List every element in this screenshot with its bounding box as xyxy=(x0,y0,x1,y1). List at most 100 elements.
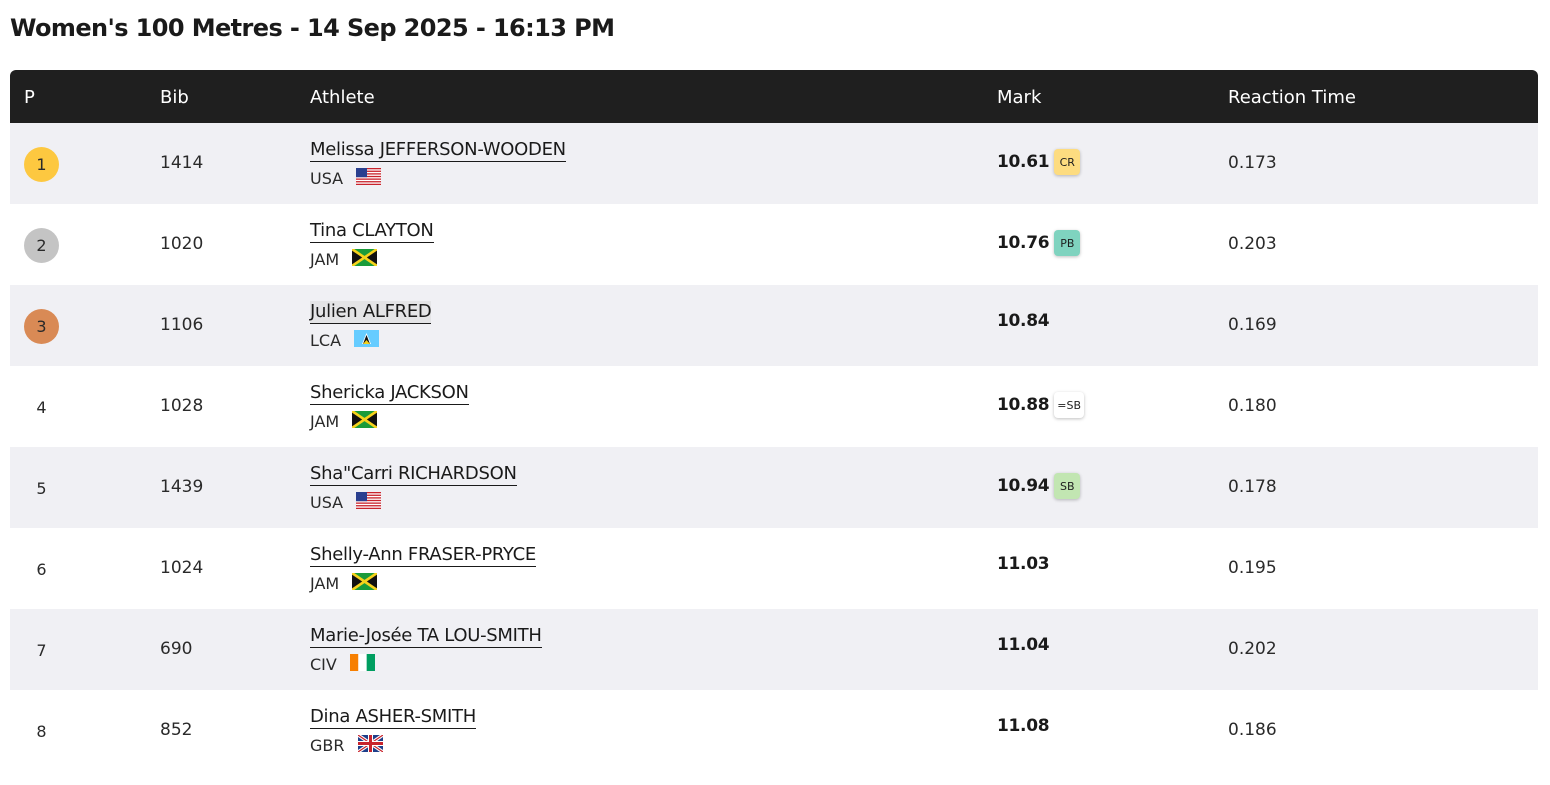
reaction-time: 0.178 xyxy=(1228,477,1277,497)
table-row: 7 690 Marie-Josée TA LOU-SMITH CIV 11.04 0.20… xyxy=(10,609,1538,690)
saint-lucia-flag-icon xyxy=(354,329,380,351)
header-mark: Mark xyxy=(997,87,1042,108)
mark-cell: 11.08 xyxy=(997,716,1050,736)
mark-cell: 10.94 SB xyxy=(997,473,1081,499)
athlete-cell: Tina CLAYTON JAM xyxy=(310,220,434,269)
usa-flag-icon xyxy=(356,167,382,189)
results-table: P Bib Athlete Mark Reaction Time 1 1414 Me… xyxy=(10,70,1538,771)
table-row: 8 852 Dina ASHER-SMITH GBR 11.08 0.186 xyxy=(10,690,1538,771)
header-athlete: Athlete xyxy=(310,87,375,108)
reaction-time: 0.180 xyxy=(1228,396,1277,416)
athlete-cell: Melissa JEFFERSON-WOODEN USA xyxy=(310,139,566,188)
mark-cell: 10.76 PB xyxy=(997,230,1081,256)
mark-value: 10.61 xyxy=(997,152,1050,172)
athlete-name-link[interactable]: Sha"Carri RICHARDSON xyxy=(310,463,517,486)
position-cell: 5 xyxy=(24,471,59,506)
athlete-cell: Shericka JACKSON JAM xyxy=(310,382,469,431)
reaction-time: 0.173 xyxy=(1228,153,1277,173)
position-cell: 8 xyxy=(24,714,59,749)
mark-value: 11.04 xyxy=(997,635,1050,655)
jamaica-flag-icon xyxy=(352,410,378,432)
athlete-cell: Julien ALFRED LCA xyxy=(310,301,432,351)
mark-cell: 11.03 xyxy=(997,554,1050,574)
record-badge: PB xyxy=(1054,230,1081,256)
position-number: 6 xyxy=(36,560,47,579)
ivory-coast-flag-icon xyxy=(349,653,375,675)
record-badge: SB xyxy=(1054,473,1081,499)
position-number: 8 xyxy=(36,722,47,741)
country-code: JAM xyxy=(310,573,340,593)
header-position: P xyxy=(24,87,35,108)
record-badge: =SB xyxy=(1054,392,1085,418)
position-cell: 1 xyxy=(24,147,59,182)
table-row: 5 1439 Sha"Carri RICHARDSON USA 10.94 SB 0.178 xyxy=(10,447,1538,528)
country-code: USA xyxy=(310,492,344,512)
athlete-name-link[interactable]: Shelly-Ann FRASER-PRYCE xyxy=(310,544,536,567)
athlete-country: GBR xyxy=(310,734,476,756)
bib-number: 1028 xyxy=(160,396,204,416)
position-cell: 2 xyxy=(24,228,59,263)
athlete-cell: Dina ASHER-SMITH GBR xyxy=(310,706,476,755)
jamaica-flag-icon xyxy=(352,572,378,594)
record-badge: CR xyxy=(1054,149,1081,175)
mark-value: 11.08 xyxy=(997,716,1050,736)
athlete-name-link[interactable]: Dina ASHER-SMITH xyxy=(310,706,476,729)
athlete-name-link[interactable]: Melissa JEFFERSON-WOODEN xyxy=(310,139,566,162)
position-number: 4 xyxy=(36,398,47,417)
header-bib: Bib xyxy=(160,87,189,108)
header-reaction-time: Reaction Time xyxy=(1228,87,1356,108)
usa-flag-icon xyxy=(356,491,382,513)
position-number: 5 xyxy=(36,479,47,498)
position-cell: 4 xyxy=(24,390,59,425)
athlete-name-link[interactable]: Marie-Josée TA LOU-SMITH xyxy=(310,625,542,648)
mark-cell: 10.84 xyxy=(997,311,1050,331)
athlete-cell: Marie-Josée TA LOU-SMITH CIV xyxy=(310,625,542,674)
silver-medal-position: 2 xyxy=(24,228,59,263)
position-cell: 6 xyxy=(24,552,59,587)
country-code: CIV xyxy=(310,654,337,674)
table-body: 1 1414 Melissa JEFFERSON-WOODEN USA 10.61 CR 0… xyxy=(10,123,1538,771)
reaction-time: 0.186 xyxy=(1228,720,1277,740)
mark-cell: 11.04 xyxy=(997,635,1050,655)
athlete-cell: Sha"Carri RICHARDSON USA xyxy=(310,463,517,512)
mark-cell: 10.88 =SB xyxy=(997,392,1085,418)
athlete-country: USA xyxy=(310,491,517,513)
bib-number: 1414 xyxy=(160,153,204,173)
bib-number: 1439 xyxy=(160,477,204,497)
athlete-country: JAM xyxy=(310,248,434,269)
mark-value: 10.94 xyxy=(997,476,1050,496)
mark-cell: 10.61 CR xyxy=(997,149,1081,175)
mark-value: 11.03 xyxy=(997,554,1050,574)
athlete-country: USA xyxy=(310,167,566,189)
country-code: LCA xyxy=(310,330,342,350)
athlete-name-link[interactable]: Shericka JACKSON xyxy=(310,382,469,405)
athlete-name-link[interactable]: Julien ALFRED xyxy=(310,301,432,324)
reaction-time: 0.195 xyxy=(1228,558,1277,578)
country-code: JAM xyxy=(310,411,340,431)
bronze-medal-position: 3 xyxy=(24,309,59,344)
country-code: GBR xyxy=(310,735,345,755)
athlete-country: JAM xyxy=(310,572,536,594)
reaction-time: 0.203 xyxy=(1228,234,1277,254)
reaction-time: 0.202 xyxy=(1228,639,1277,659)
position-cell: 3 xyxy=(24,309,59,344)
country-code: USA xyxy=(310,168,344,188)
athlete-name-link[interactable]: Tina CLAYTON xyxy=(310,220,434,243)
athlete-cell: Shelly-Ann FRASER-PRYCE JAM xyxy=(310,544,536,593)
bib-number: 690 xyxy=(160,639,193,659)
table-header: P Bib Athlete Mark Reaction Time xyxy=(10,70,1538,123)
mark-value: 10.84 xyxy=(997,311,1050,331)
reaction-time: 0.169 xyxy=(1228,315,1277,335)
table-row: 3 1106 Julien ALFRED LCA 10.84 0.169 xyxy=(10,285,1538,366)
bib-number: 1020 xyxy=(160,234,204,254)
position-cell: 7 xyxy=(24,633,59,668)
table-row: 2 1020 Tina CLAYTON JAM 10.76 PB 0.203 xyxy=(10,204,1538,285)
mark-value: 10.88 xyxy=(997,395,1050,415)
bib-number: 852 xyxy=(160,720,193,740)
athlete-country: JAM xyxy=(310,410,469,432)
page-title: Women's 100 Metres - 14 Sep 2025 - 16:13… xyxy=(10,14,615,42)
country-code: JAM xyxy=(310,249,340,269)
mark-value: 10.76 xyxy=(997,233,1050,253)
uk-flag-icon xyxy=(357,734,383,756)
